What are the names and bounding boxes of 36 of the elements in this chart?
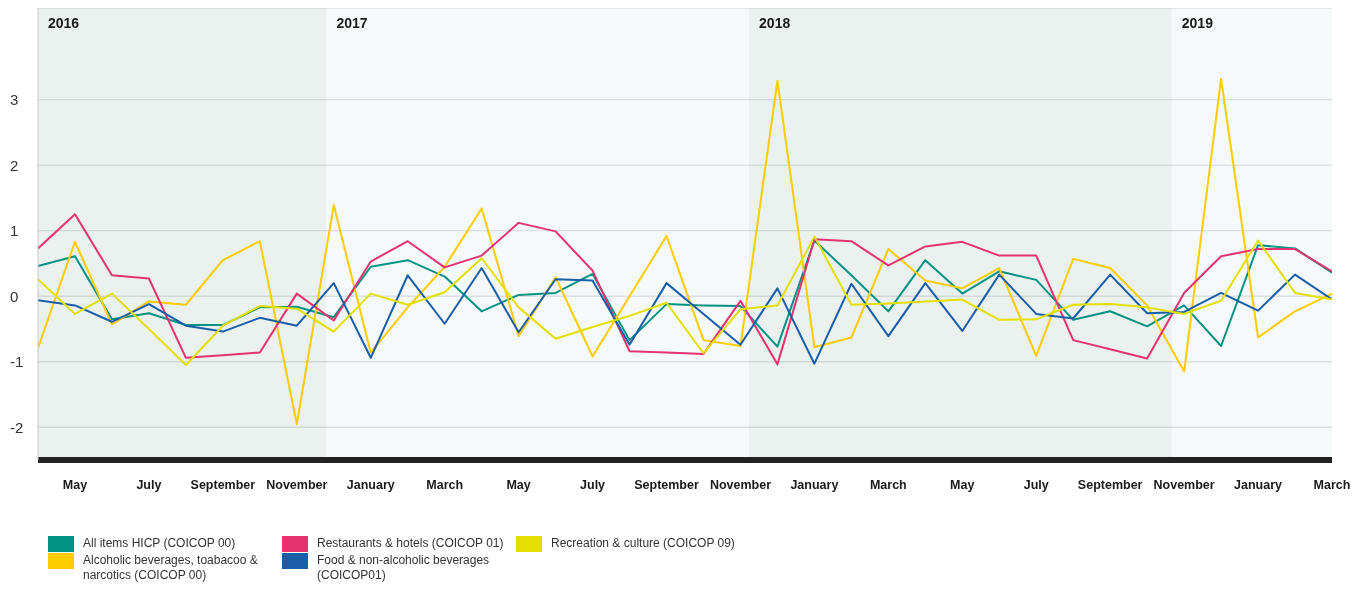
line-series <box>38 267 1332 365</box>
x-tick-label: November <box>1153 477 1215 492</box>
legend-label: Alcoholic beverages, toabacoo & narcotics (COICOP 00) <box>83 553 259 583</box>
x-tick-label: September <box>190 477 256 492</box>
x-tick-label: May <box>62 477 88 492</box>
legend-label: All items HICP (COICOP 00) <box>83 536 236 551</box>
band-label: 2019 <box>1181 14 1214 31</box>
x-tick-label: January <box>346 477 395 492</box>
x-tick-label: September <box>634 477 699 492</box>
x-tick-label: July <box>580 477 606 492</box>
x-tick-label: July <box>1023 477 1049 492</box>
y-tick-label: 3 <box>10 91 19 109</box>
line-series <box>38 77 1332 425</box>
x-tick-label: May <box>950 477 975 492</box>
band-label: 2016 <box>48 14 80 31</box>
x-tick-label: November <box>266 477 328 492</box>
x-tick-label: November <box>709 477 772 492</box>
x-tick-label: May <box>506 477 531 492</box>
x-tick-label: January <box>1234 477 1283 492</box>
x-tick-label: January <box>790 477 839 492</box>
y-tick-label: -2 <box>10 418 24 436</box>
legend-label: Recreation & culture (COICOP 09) <box>551 536 735 551</box>
y-tick-label: -1 <box>10 353 24 371</box>
x-tick-label: March <box>1313 477 1351 492</box>
x-tick-label: September <box>1077 477 1143 492</box>
legend-label: Food & non-alcoholic beverages (COICOP01) <box>317 553 491 583</box>
y-tick-label: 2 <box>10 156 19 174</box>
legend-label: Restaurants & hotels (COICOP 01) <box>317 536 504 551</box>
band-label: 2017 <box>336 14 368 31</box>
y-tick-label: 1 <box>10 222 19 240</box>
x-tick-label: March <box>869 477 907 492</box>
y-tick-label: 0 <box>10 287 19 305</box>
x-tick-label: March <box>426 477 464 492</box>
band-label: 2018 <box>759 14 791 31</box>
line-series <box>38 239 1332 348</box>
x-tick-label: July <box>136 477 162 492</box>
